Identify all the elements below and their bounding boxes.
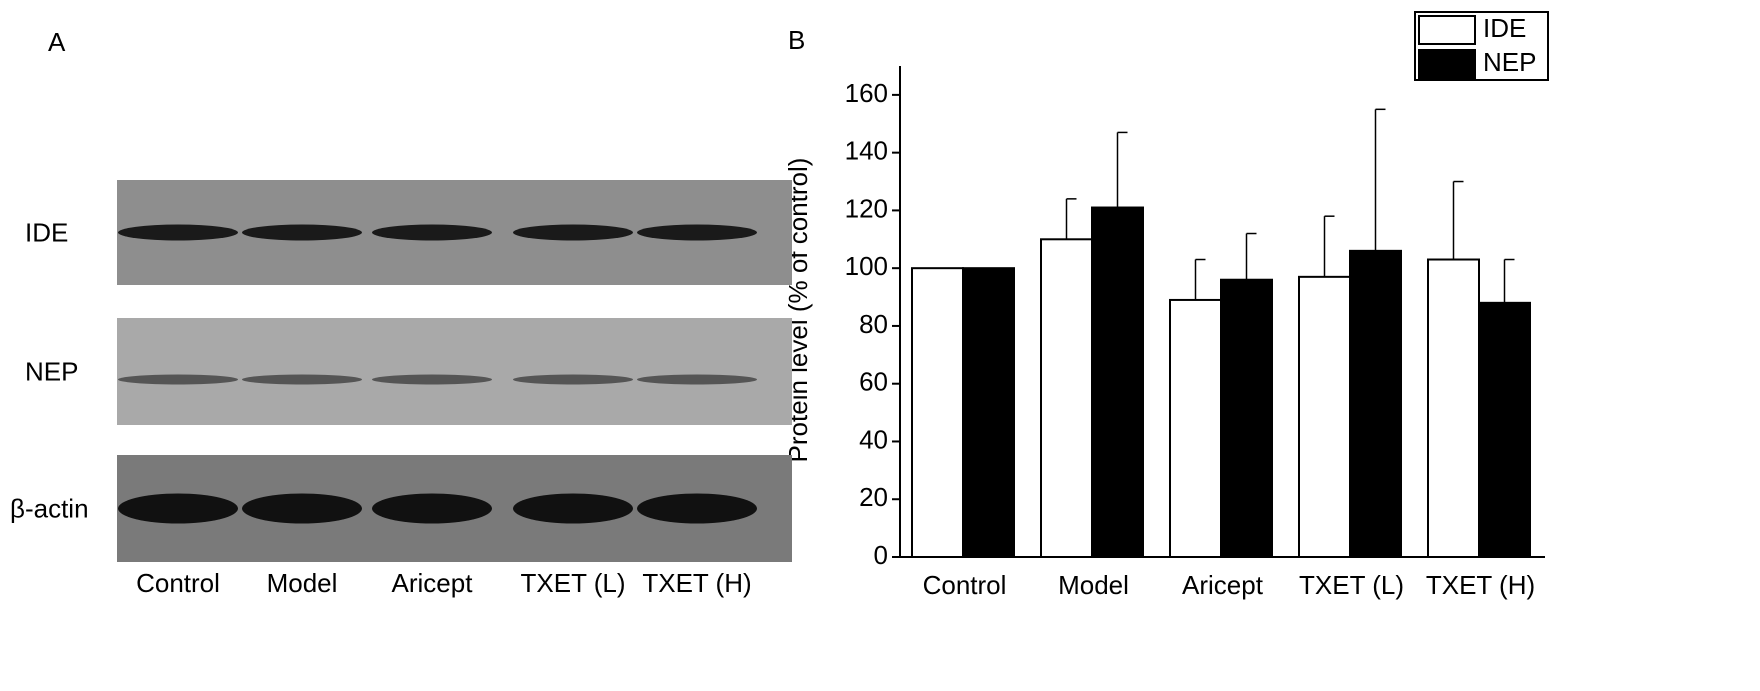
y-tick-label: 40 [859,424,888,454]
row-label: IDE [25,217,68,247]
band [242,493,362,524]
panel-label: B [788,25,805,55]
bar [1220,278,1273,558]
x-tick-label: TXET (H) [1426,570,1535,600]
band [118,493,238,524]
row-label: NEP [25,356,78,386]
band [637,224,757,241]
bar [1040,238,1093,558]
y-tick-label: 120 [845,193,888,223]
bar [1478,301,1531,558]
y-tick-label: 160 [845,78,888,108]
y-tick-label: 140 [845,136,888,166]
bar [1427,258,1480,558]
y-tick-label: 60 [859,367,888,397]
band [513,224,633,241]
band [513,493,633,524]
row-label: β-actin [10,493,89,523]
blot [117,318,792,425]
band [242,224,362,241]
lane-label: TXET (H) [642,568,751,598]
lane-label: Aricept [392,568,474,598]
panel-label: A [48,27,66,57]
legend-label: NEP [1483,47,1536,77]
band [372,374,492,385]
band [118,374,238,385]
legend-swatch [1418,15,1476,45]
x-tick-label: Model [1058,570,1129,600]
bar [1349,249,1402,559]
lane-label: Control [136,568,220,598]
y-tick-label: 80 [859,309,888,339]
band [118,224,238,241]
lane-label: TXET (L) [521,568,626,598]
y-tick-label: 20 [859,482,888,512]
bar [1298,275,1351,558]
x-tick-label: TXET (L) [1299,570,1404,600]
bar [1091,206,1144,558]
band [637,374,757,385]
x-tick-label: Control [923,570,1007,600]
band [372,493,492,524]
y-tick-label: 0 [874,540,888,570]
legend-swatch [1418,49,1476,79]
band [513,374,633,385]
band [372,224,492,241]
band [242,374,362,385]
legend-label: IDE [1483,13,1526,43]
bar [962,267,1015,558]
y-tick-label: 100 [845,251,888,281]
x-tick-label: Aricept [1182,570,1264,600]
lane-label: Model [267,568,338,598]
bar [911,267,964,558]
band [637,493,757,524]
bar [1169,298,1222,558]
